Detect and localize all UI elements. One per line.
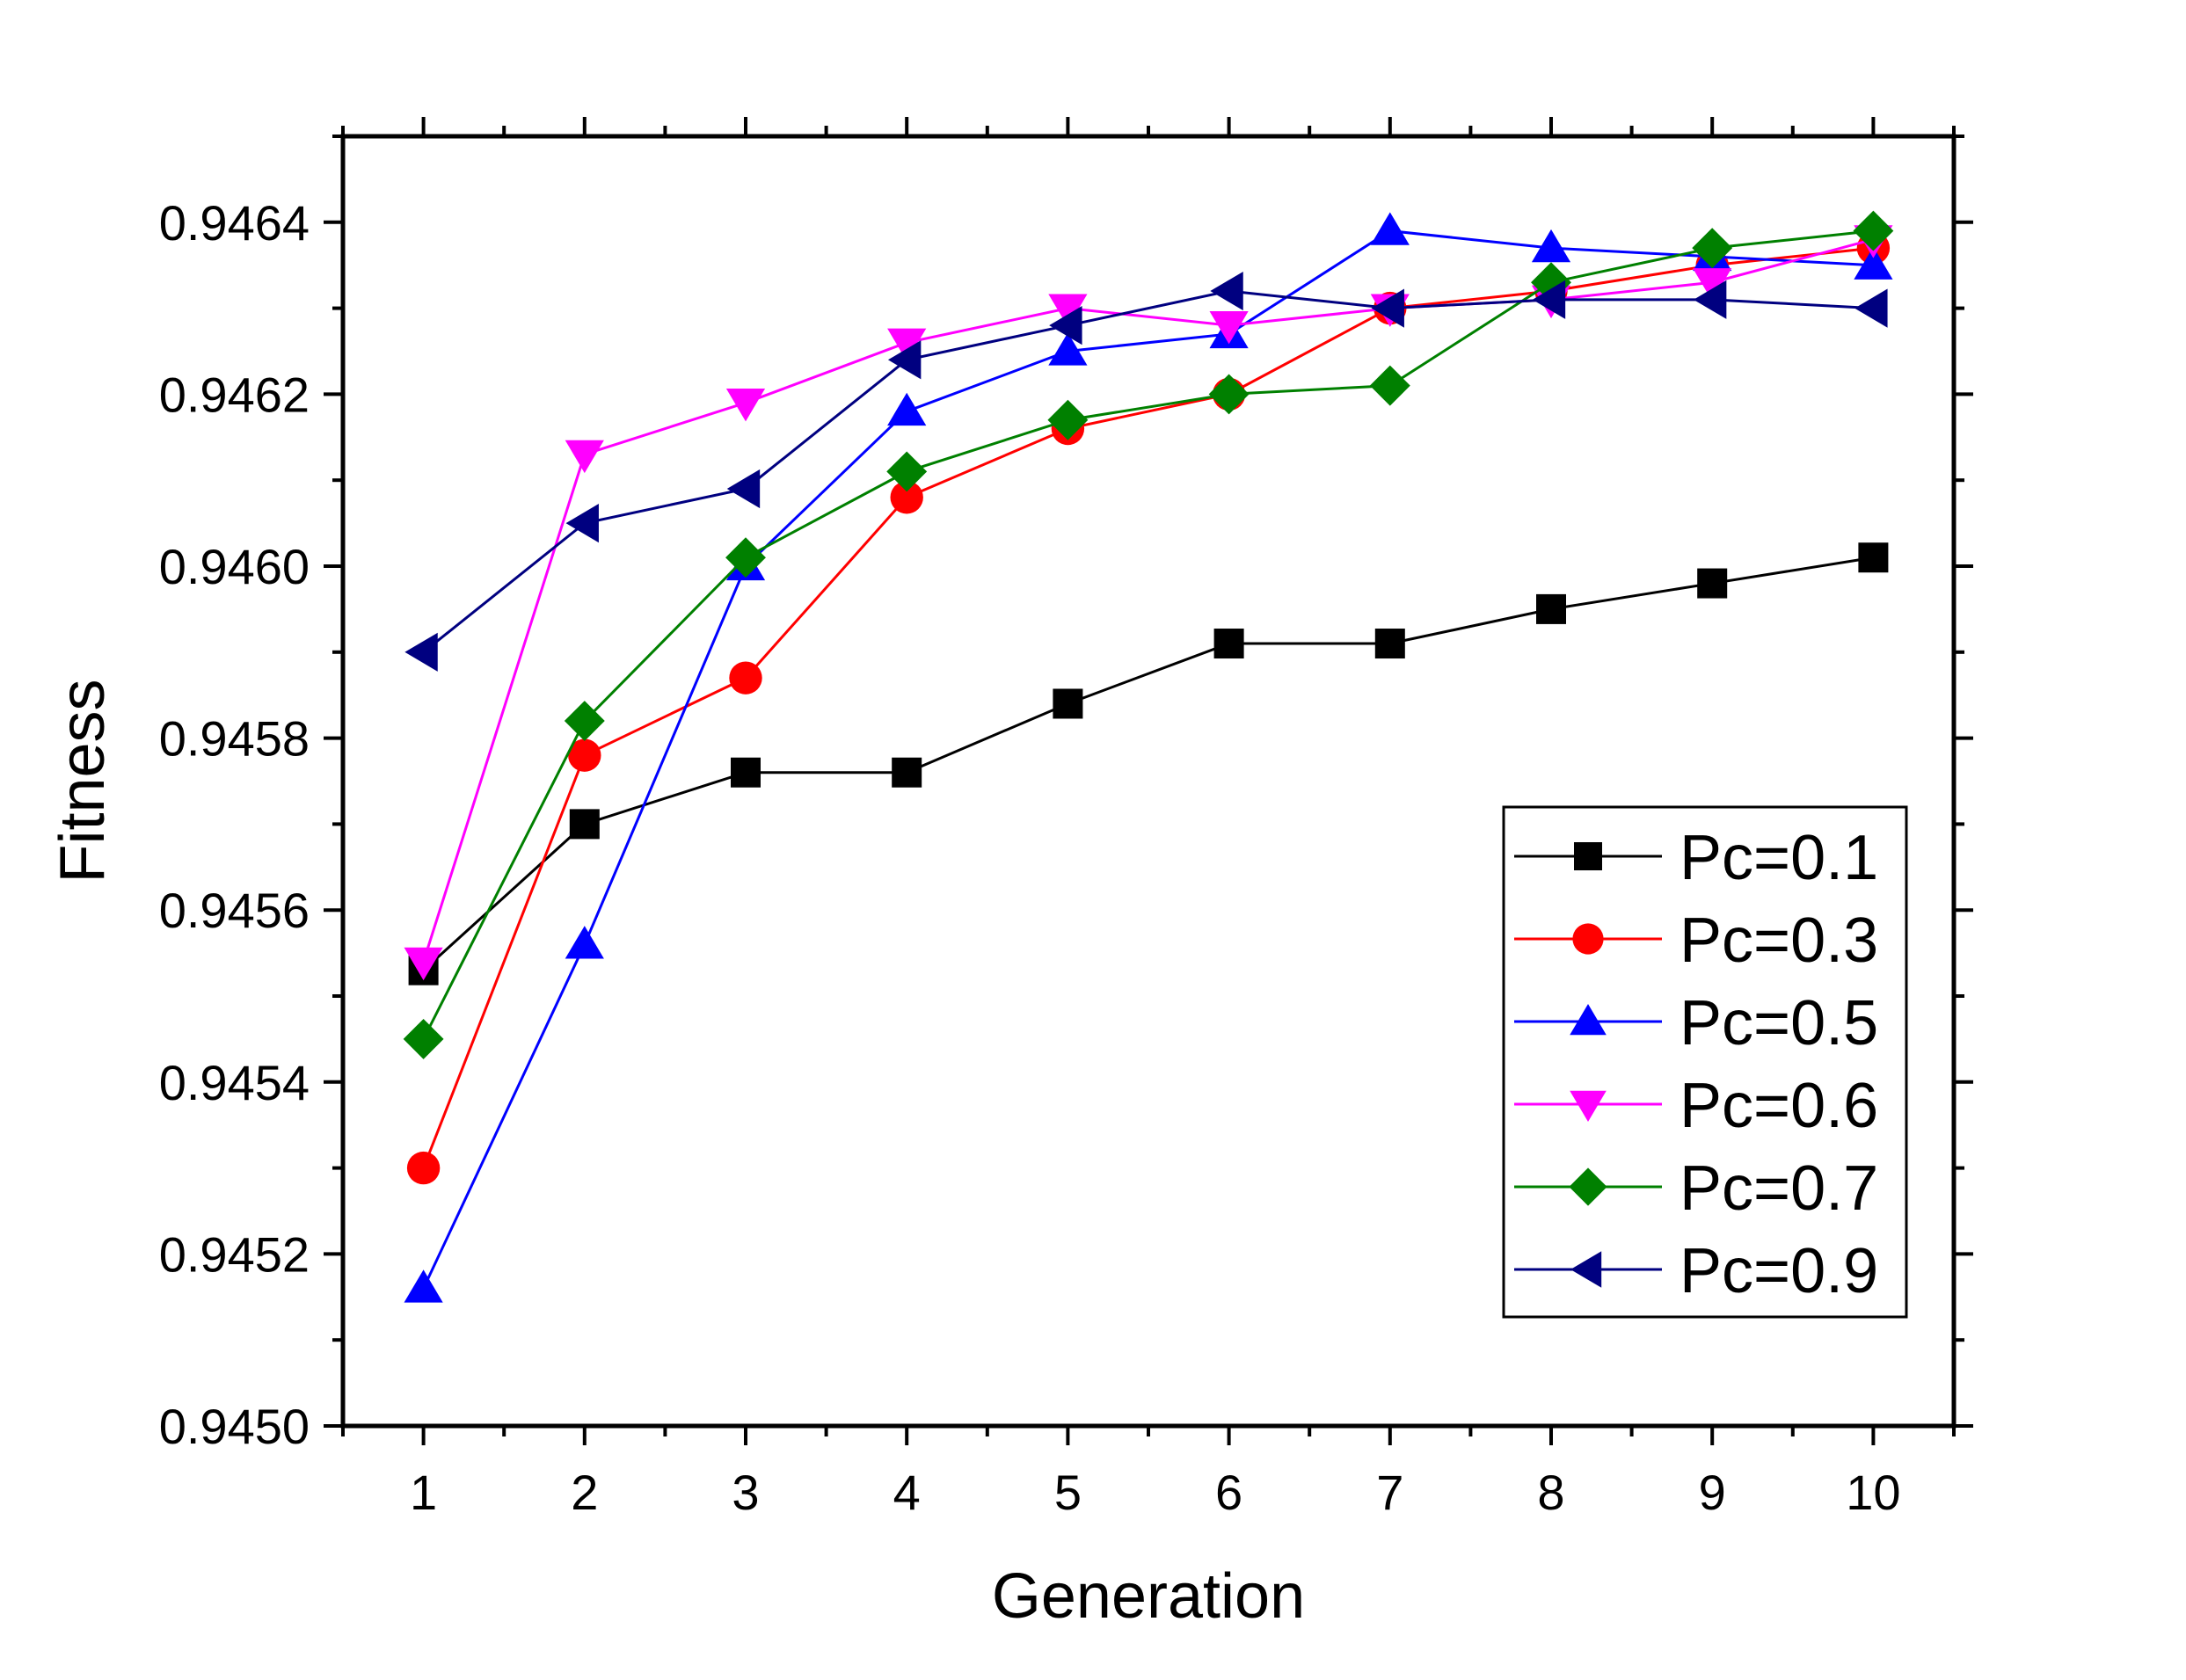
- data-point: [731, 757, 761, 788]
- data-point: [1693, 268, 1732, 302]
- data-point: [725, 537, 766, 578]
- series-line: [422, 556, 1874, 971]
- data-point: [406, 1151, 441, 1185]
- data-point: [1853, 210, 1894, 251]
- legend-label: Pc=0.1: [1680, 823, 1878, 893]
- legend-item: Pc=0.6: [1514, 1071, 1878, 1141]
- x-tick-label: 5: [1054, 1465, 1082, 1520]
- data-point: [1369, 365, 1410, 406]
- data-point: [1047, 399, 1089, 440]
- legend-marker: [1570, 1090, 1607, 1122]
- y-tick-label: 0.9454: [159, 1055, 310, 1110]
- data-point: [1210, 271, 1243, 311]
- x-tick-label: 4: [893, 1465, 921, 1520]
- data-point: [1692, 228, 1733, 269]
- data-point: [1854, 288, 1888, 328]
- data-point: [1531, 229, 1571, 263]
- data-point: [726, 469, 761, 509]
- series-line: [422, 229, 1874, 1290]
- x-tick-label: 3: [732, 1465, 759, 1520]
- legend-label: Pc=0.7: [1680, 1153, 1878, 1224]
- y-tick-label: 0.9458: [159, 711, 310, 767]
- data-point: [1370, 212, 1410, 245]
- data-point: [404, 947, 443, 981]
- data-point: [1209, 311, 1249, 345]
- legend-item: Pc=0.9: [1514, 1236, 1878, 1306]
- data-point: [887, 392, 927, 426]
- data-point: [729, 661, 762, 695]
- data-point: [565, 504, 599, 543]
- series-line: [422, 289, 1874, 653]
- data-point: [569, 809, 600, 840]
- series: [403, 210, 1894, 1303]
- legend-marker: [1570, 1251, 1602, 1288]
- data-point: [1213, 629, 1244, 659]
- y-tick-label: 0.9456: [159, 883, 310, 938]
- data-point: [725, 389, 766, 422]
- data-point: [1697, 568, 1728, 599]
- legend-item: Pc=0.1: [1514, 823, 1878, 893]
- x-axis-title: Generation: [992, 1561, 1305, 1632]
- x-tick-label: 8: [1537, 1465, 1564, 1520]
- x-tick-label: 2: [571, 1465, 598, 1520]
- legend-marker: [1574, 842, 1602, 870]
- legend-marker: [1572, 923, 1604, 955]
- x-tick-label: 10: [1846, 1465, 1900, 1520]
- data-point: [403, 1018, 444, 1059]
- legend: Pc=0.1 Pc=0.3 Pc=0.5 Pc=0.6 Pc=0.7 Pc=0.9: [1502, 805, 1908, 1319]
- series-pc-0-5: [404, 212, 1893, 1303]
- y-tick-label: 0.9452: [159, 1226, 310, 1282]
- data-point: [1053, 688, 1083, 719]
- data-point: [1374, 629, 1405, 659]
- data-point: [1854, 246, 1893, 280]
- data-point: [565, 926, 604, 959]
- data-point: [1048, 294, 1088, 327]
- legend-item: Pc=0.7: [1514, 1153, 1878, 1224]
- y-axis-title: Fitness: [47, 679, 118, 883]
- data-point: [1532, 280, 1566, 319]
- data-point: [887, 328, 927, 361]
- data-point: [404, 632, 438, 672]
- data-point: [1048, 332, 1088, 366]
- data-point: [565, 440, 604, 474]
- data-point: [887, 340, 922, 380]
- y-tick-label: 0.9450: [159, 1399, 310, 1454]
- y-tick-label: 0.9460: [159, 539, 310, 594]
- legend-marker: [1569, 1167, 1607, 1206]
- x-tick-label: 9: [1699, 1465, 1726, 1520]
- data-point: [1693, 280, 1727, 319]
- data-point: [1371, 288, 1404, 328]
- series-pc-0-7: [403, 210, 1894, 1059]
- data-point: [886, 451, 928, 492]
- y-tick-label: 0.9464: [159, 195, 310, 251]
- data-point: [1858, 542, 1889, 573]
- legend-label: Pc=0.5: [1680, 988, 1878, 1058]
- data-point: [1536, 593, 1566, 624]
- legend-marker: [1570, 1004, 1607, 1036]
- series-line: [422, 237, 1874, 963]
- x-tick-label: 1: [410, 1465, 437, 1520]
- legend-label: Pc=0.3: [1680, 905, 1878, 976]
- y-tick-label: 0.9462: [159, 367, 310, 422]
- x-tick-label: 6: [1215, 1465, 1242, 1520]
- data-point: [404, 1269, 443, 1303]
- legend-label: Pc=0.9: [1680, 1236, 1878, 1306]
- ticks: 1 2 3 4 5 6 7 8 9 10 0.9450 0.9452 0.9454 0.9456 0.945…: [159, 117, 1973, 1520]
- data-point: [568, 738, 601, 772]
- legend-box: [1502, 805, 1908, 1319]
- data-point: [564, 701, 605, 741]
- series-line: [422, 229, 1874, 1040]
- series-line: [422, 246, 1874, 1169]
- legend-label: Pc=0.6: [1680, 1071, 1878, 1141]
- series-pc-0-9: [404, 271, 1888, 672]
- data-point: [1049, 306, 1082, 345]
- x-tick-label: 7: [1376, 1465, 1403, 1520]
- legend-item: Pc=0.5: [1514, 988, 1878, 1058]
- data-point: [890, 481, 923, 514]
- legend-item: Pc=0.3: [1514, 905, 1878, 976]
- data-point: [892, 757, 922, 788]
- data-point: [1208, 374, 1250, 415]
